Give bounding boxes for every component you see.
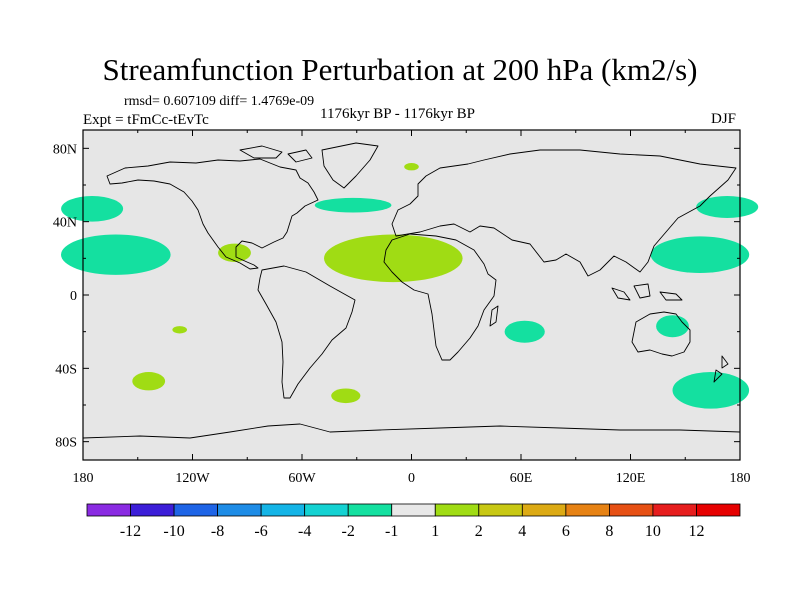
y-axis: 80N 40N 0 40S 80S — [53, 142, 740, 451]
coast-eurasia — [391, 149, 737, 277]
anomaly-layer — [61, 163, 759, 409]
colorbar-swatch — [304, 503, 349, 517]
x-tick-label: 60W — [288, 471, 316, 486]
colorbar-swatch — [478, 503, 523, 517]
anomaly-south-pacific-east — [172, 326, 187, 334]
y-tick-label: 80N — [53, 142, 77, 157]
anomaly-australia-north — [656, 315, 689, 338]
colorbar-label: 6 — [562, 523, 570, 540]
anomaly-north-pacific-subtropical — [61, 234, 171, 275]
map-panel: 180 120W 60W 0 60E 120E 180 80N 40N 0 40S 80S — [53, 129, 759, 486]
colorbar-label: -10 — [163, 523, 184, 540]
colorbar-label: -6 — [254, 523, 267, 540]
coast-maritime-continent — [611, 283, 683, 301]
x-tick-label: 180 — [73, 471, 94, 486]
anomaly-south-pacific — [132, 372, 166, 391]
colorbar-label: 10 — [645, 523, 661, 540]
colorbar-label: 8 — [605, 523, 613, 540]
coast-south-america — [257, 265, 356, 399]
colorbar-label: 4 — [518, 523, 526, 540]
colorbar-swatch — [521, 503, 567, 517]
x-axis: 180 120W 60W 0 60E 120E 180 — [73, 130, 751, 486]
season-label: DJF — [711, 111, 737, 127]
colorbar-swatch — [696, 503, 741, 517]
coast-north-america — [106, 158, 319, 270]
period-label: 1176kyr BP - 1176kyr BP — [320, 106, 476, 122]
anomaly-tropical-atlantic — [324, 234, 463, 283]
coast-greenland — [321, 142, 379, 189]
coast-africa — [383, 233, 497, 361]
x-tick-label: 60E — [510, 471, 533, 486]
colorbar-label: -4 — [298, 523, 311, 540]
coast-madagascar — [489, 305, 499, 327]
coast-antarctica — [82, 423, 741, 439]
colorbar-swatch — [391, 503, 436, 517]
y-tick-label: 0 — [70, 289, 77, 304]
coast-arctic-islands — [239, 145, 313, 163]
anomaly-west-pacific-subtropical — [650, 236, 750, 273]
anomaly-north-atlantic — [314, 197, 392, 213]
coast-australia — [631, 311, 691, 357]
colorbar-swatch — [347, 503, 393, 517]
colorbar-swatch — [260, 503, 306, 517]
y-tick-label: 80S — [55, 436, 77, 451]
colorbar-label: -1 — [385, 523, 398, 540]
colorbar-swatch — [565, 503, 610, 517]
colorbar-swatch — [434, 503, 480, 517]
colorbar-label: -12 — [120, 523, 141, 540]
colorbar-swatch — [173, 503, 219, 517]
colorbar-label: 2 — [475, 523, 483, 540]
y-tick-label: 40S — [55, 362, 77, 377]
coast-new-zealand — [713, 355, 729, 383]
anomaly-south-indian-ocean — [504, 320, 545, 343]
y-tick-label: 40N — [53, 216, 77, 231]
map-background — [83, 130, 740, 460]
colorbar-label: -2 — [342, 523, 355, 540]
colorbar-swatch — [609, 503, 654, 517]
colorbar-swatch — [86, 503, 131, 517]
colorbar-label: 12 — [689, 523, 705, 540]
anomaly-southern-ocean-east — [672, 372, 750, 409]
chart-title: Streamfunction Perturbation at 200 hPa (… — [102, 52, 698, 87]
colorbar-swatch — [130, 503, 175, 517]
anomaly-west-pacific-north — [696, 196, 759, 218]
experiment-label: Expt = tFmCc-tEvTc — [83, 112, 209, 128]
x-tick-label: 0 — [408, 471, 415, 486]
coastline-layer — [82, 142, 741, 439]
rmsd-annotation: rmsd= 0.607109 diff= 1.4769e-09 — [124, 94, 315, 109]
anomaly-north-pacific-west — [61, 196, 124, 222]
colorbar-swatch — [652, 503, 697, 517]
x-tick-label: 120W — [175, 471, 210, 486]
anomaly-south-atlantic — [331, 388, 361, 404]
colorbar-label: -8 — [211, 523, 224, 540]
anomaly-arctic — [404, 163, 419, 171]
colorbar: -12 -10 -8 -6 -4 -2 -1 1 2 4 6 8 10 12 — [86, 503, 741, 540]
x-tick-label: 120E — [616, 471, 646, 486]
x-tick-label: 180 — [730, 471, 751, 486]
colorbar-label: 1 — [431, 523, 439, 540]
colorbar-swatch — [217, 503, 262, 517]
